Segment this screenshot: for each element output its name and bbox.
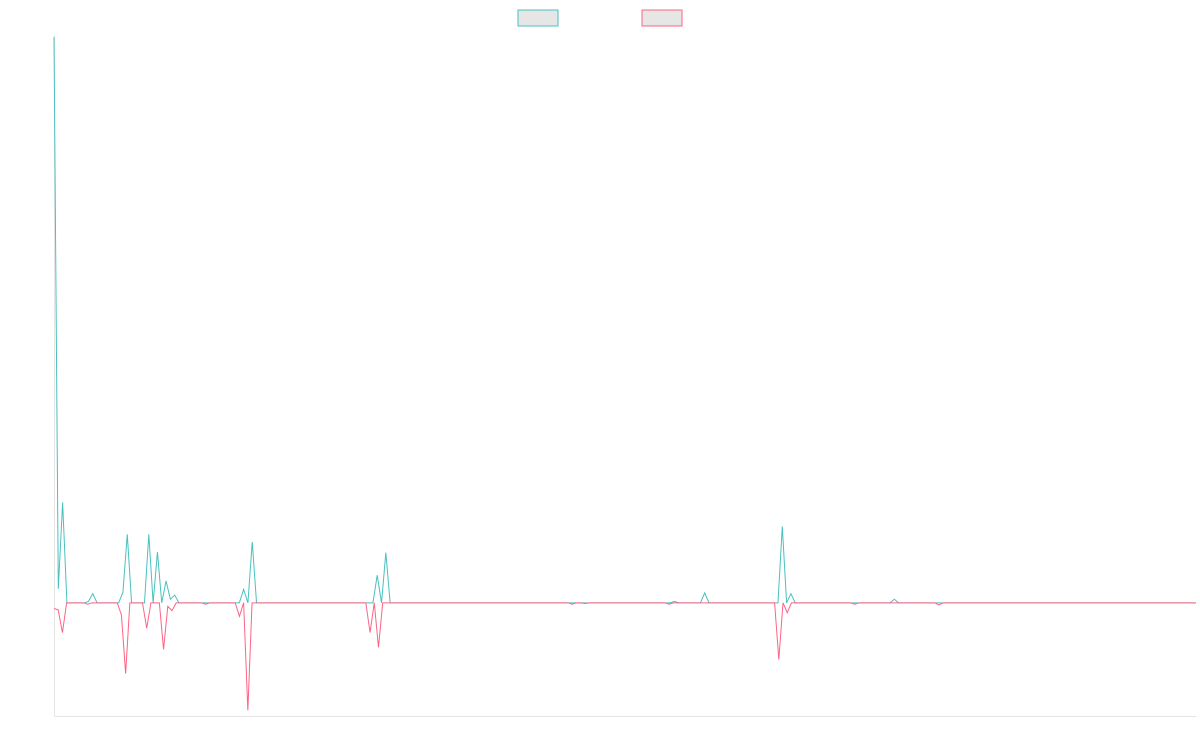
- axes: [54, 35, 1196, 717]
- legend-swatch-2[interactable]: [641, 9, 683, 27]
- legend-swatch-1[interactable]: [517, 9, 559, 27]
- series-line-2: [53, 602, 1196, 711]
- series-line-1: [53, 36, 1196, 604]
- series-layer: [53, 36, 1196, 711]
- legend: [517, 9, 683, 27]
